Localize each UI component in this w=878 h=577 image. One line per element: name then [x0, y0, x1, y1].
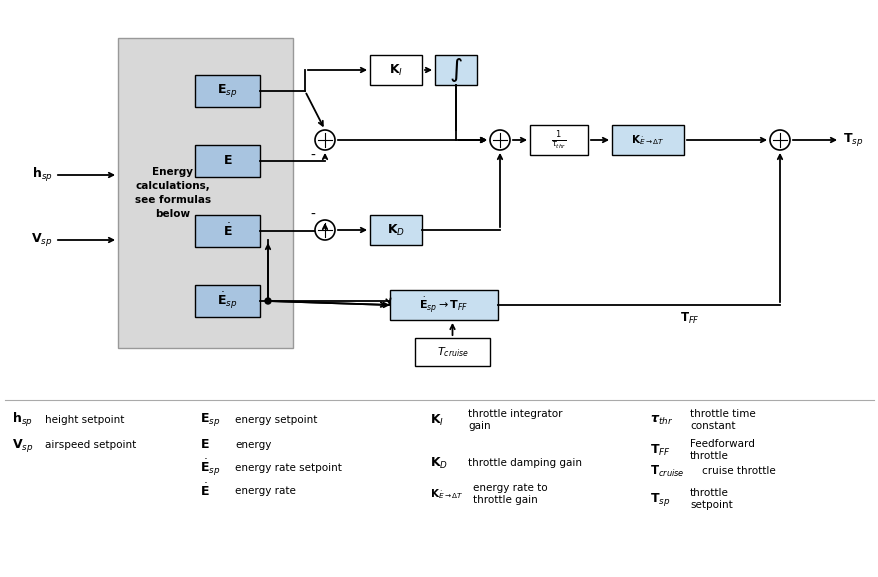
- Bar: [195, 215, 260, 247]
- Bar: [390, 290, 498, 320]
- Text: $\mathbf{K}_D$: $\mathbf{K}_D$: [386, 223, 405, 238]
- Text: $\dot{\mathbf{E}}$: $\dot{\mathbf{E}}$: [222, 223, 232, 239]
- Bar: [529, 125, 587, 155]
- Text: Feedforward
throttle: Feedforward throttle: [689, 439, 754, 461]
- Text: $\mathbf{E}_{sp}$: $\mathbf{E}_{sp}$: [217, 83, 237, 99]
- Text: $\mathbf{T}_{sp}$: $\mathbf{T}_{sp}$: [649, 490, 670, 508]
- Circle shape: [489, 130, 509, 150]
- Text: $\mathbf{T}_{FF}$: $\mathbf{T}_{FF}$: [680, 310, 699, 325]
- Text: $\mathbf{K}_I$: $\mathbf{K}_I$: [388, 62, 403, 77]
- Text: throttle damping gain: throttle damping gain: [467, 458, 581, 468]
- Text: cruise throttle: cruise throttle: [702, 466, 775, 476]
- Text: $\mathbf{E}_{sp}$: $\mathbf{E}_{sp}$: [200, 411, 220, 429]
- Text: $\mathbf{T}_{cruise}$: $\mathbf{T}_{cruise}$: [649, 463, 684, 478]
- Bar: [195, 75, 260, 107]
- Text: $\dot{\mathbf{E}}$: $\dot{\mathbf{E}}$: [200, 483, 209, 499]
- Bar: [370, 55, 421, 85]
- Bar: [370, 215, 421, 245]
- Text: $\mathbf{E}$: $\mathbf{E}$: [200, 439, 209, 451]
- Bar: [435, 55, 477, 85]
- Text: $\mathbf{V}_{sp}$: $\mathbf{V}_{sp}$: [32, 231, 53, 249]
- Text: $\dot{\mathbf{E}}_{sp}$: $\dot{\mathbf{E}}_{sp}$: [200, 458, 220, 478]
- Text: $\mathbf{E}$: $\mathbf{E}$: [222, 155, 232, 167]
- Text: energy setpoint: energy setpoint: [234, 415, 317, 425]
- Bar: [195, 145, 260, 177]
- Text: $\mathbf{h}_{sp}$: $\mathbf{h}_{sp}$: [12, 411, 32, 429]
- Bar: [195, 285, 260, 317]
- Text: energy: energy: [234, 440, 271, 450]
- Text: energy rate to
throttle gain: energy rate to throttle gain: [472, 483, 547, 505]
- Bar: [611, 125, 683, 155]
- Text: $\mathbf{h}_{sp}$: $\mathbf{h}_{sp}$: [32, 166, 53, 184]
- Text: -: -: [310, 208, 315, 222]
- Circle shape: [769, 130, 789, 150]
- Text: $\boldsymbol{\tau}_{thr}$: $\boldsymbol{\tau}_{thr}$: [649, 414, 673, 426]
- Circle shape: [314, 130, 335, 150]
- Circle shape: [314, 220, 335, 240]
- Text: $\mathbf{K}_I$: $\mathbf{K}_I$: [429, 413, 443, 428]
- Text: $\frac{1}{\tau_{thr}}$: $\frac{1}{\tau_{thr}}$: [551, 129, 566, 151]
- Text: $T_{cruise}$: $T_{cruise}$: [436, 345, 468, 359]
- Text: Energy
calculations,
see formulas
below: Energy calculations, see formulas below: [135, 167, 211, 219]
- Text: energy rate: energy rate: [234, 486, 296, 496]
- Text: $\mathbf{V}_{sp}$: $\mathbf{V}_{sp}$: [12, 436, 33, 454]
- Text: $\dot{\mathbf{E}}_{sp}$: $\dot{\mathbf{E}}_{sp}$: [217, 291, 237, 311]
- Text: $\dot{\mathbf{E}}_{sp}\rightarrow\mathbf{T}_{FF}$: $\dot{\mathbf{E}}_{sp}\rightarrow\mathbf…: [419, 295, 468, 315]
- Text: $\mathbf{K}_{\dot{E}\rightarrow\Delta T}$: $\mathbf{K}_{\dot{E}\rightarrow\Delta T}…: [429, 487, 463, 501]
- Bar: [414, 338, 489, 366]
- Text: $\mathbf{K}_{\dot{E}\rightarrow\Delta T}$: $\mathbf{K}_{\dot{E}\rightarrow\Delta T}…: [630, 133, 664, 147]
- Text: throttle
setpoint: throttle setpoint: [689, 488, 732, 510]
- Text: height setpoint: height setpoint: [45, 415, 124, 425]
- Text: throttle integrator
gain: throttle integrator gain: [467, 409, 562, 431]
- Text: $\mathbf{T}_{sp}$: $\mathbf{T}_{sp}$: [842, 132, 862, 148]
- Bar: [118, 38, 292, 348]
- Text: $\int$: $\int$: [449, 56, 463, 84]
- Text: airspeed setpoint: airspeed setpoint: [45, 440, 136, 450]
- Text: energy rate setpoint: energy rate setpoint: [234, 463, 342, 473]
- Text: throttle time
constant: throttle time constant: [689, 409, 755, 431]
- Text: -: -: [310, 149, 315, 163]
- Circle shape: [264, 298, 270, 304]
- Text: $\mathbf{T}_{FF}$: $\mathbf{T}_{FF}$: [649, 443, 670, 458]
- Text: $\mathbf{K}_D$: $\mathbf{K}_D$: [429, 455, 448, 471]
